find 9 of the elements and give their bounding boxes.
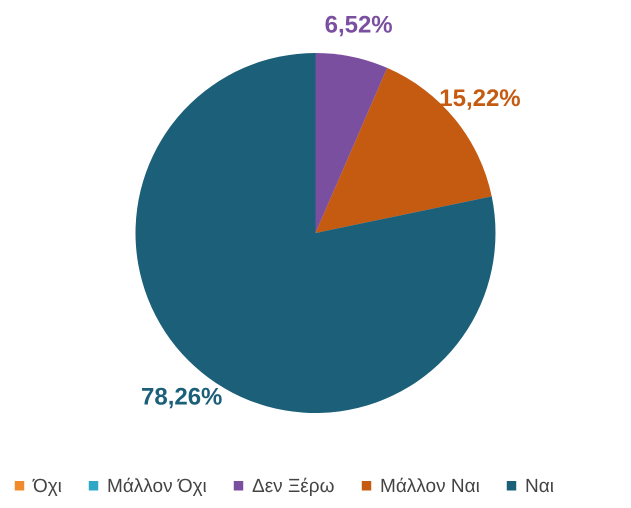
data-label: 6,52% [324,11,393,38]
legend-label: Μάλλον Ναι [380,476,480,497]
data-label: 78,26% [141,383,222,410]
data-label: 15,22% [439,85,521,112]
legend-label: Όχι [32,476,62,497]
legend-label: Ναι [525,476,554,497]
legend-label: Δεν Ξέρω [252,476,335,497]
pie-slice [316,53,388,233]
legend-label: Μάλλον Όχι [107,476,207,497]
